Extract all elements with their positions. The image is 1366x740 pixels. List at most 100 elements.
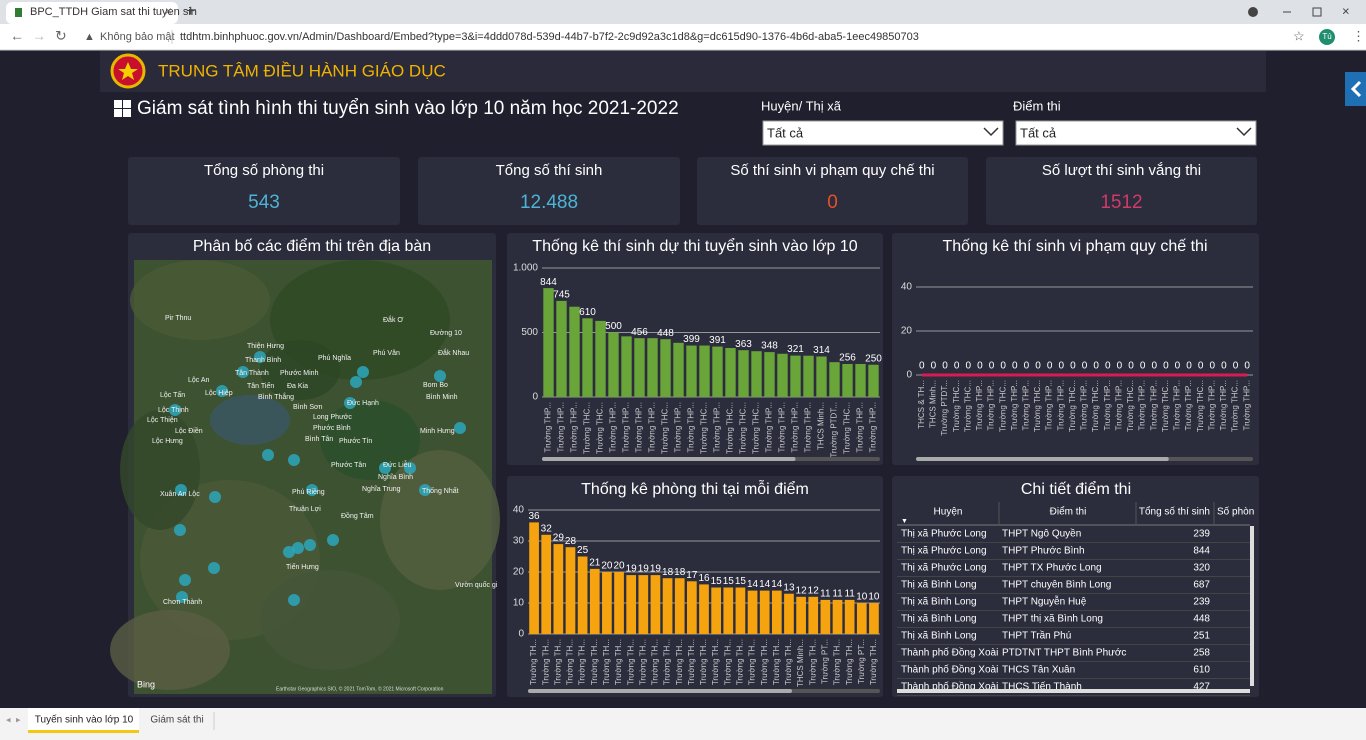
x-tick-label: Trường PTDT... — [940, 380, 949, 436]
tab-prev[interactable]: ◂ — [6, 714, 11, 724]
x-tick-label: Trường THP... — [635, 402, 644, 452]
scroll-thumb[interactable] — [542, 457, 796, 461]
exam-site-dot[interactable] — [404, 462, 416, 474]
column-header[interactable]: Số phòn — [1217, 506, 1254, 518]
x-tick-label: THCS Minh... — [817, 402, 826, 450]
back[interactable]: ← — [10, 28, 24, 44]
exam-site-dot[interactable] — [283, 546, 295, 558]
data-label: 0 — [1244, 361, 1250, 372]
column-header[interactable]: Tổng số thí sinh — [1139, 506, 1210, 518]
panel — [986, 157, 1257, 225]
exam-site-dot[interactable] — [254, 351, 266, 363]
security-label[interactable]: Không bảo mật — [100, 31, 175, 43]
x-tick-label: Trường TH... — [723, 639, 732, 685]
exam-site-dot[interactable] — [216, 385, 228, 397]
exam-site-dot[interactable] — [434, 370, 446, 382]
side-toggle[interactable] — [1345, 72, 1366, 106]
exam-site-dot[interactable] — [237, 366, 249, 378]
exam-site-dot[interactable] — [419, 484, 431, 496]
chart-title: Thống kê thí sinh vi phạm quy chế thi — [942, 238, 1207, 255]
title-icon — [123, 109, 131, 117]
filter-label: Huyện/ Thị xã — [761, 98, 842, 113]
exam-site-dot[interactable] — [327, 534, 339, 546]
reload[interactable]: ↻ — [55, 28, 67, 44]
column-header[interactable]: Huyện — [934, 507, 963, 518]
scroll-thumb[interactable] — [916, 457, 1169, 461]
data-label: 11 — [844, 589, 855, 600]
map-label: Nghĩa Bình — [378, 474, 413, 481]
table-cell: 427 — [1193, 682, 1210, 693]
page-tab[interactable]: Giám sát thi — [150, 715, 203, 726]
x-tick-label: Trường THP... — [674, 402, 683, 452]
map-attribution: Earthstar Geographics SIO, © 2021 TomTom… — [276, 685, 444, 692]
map-area — [130, 260, 270, 340]
data-label: 0 — [1163, 361, 1169, 372]
filter-dropdown[interactable] — [1015, 120, 1257, 146]
exam-site-dot[interactable] — [179, 574, 191, 586]
emblem-star — [118, 62, 138, 80]
page-tab[interactable]: Tuyến sinh vào lớp 10 — [35, 714, 134, 726]
map-label: Phước Tín — [339, 438, 372, 445]
bar — [608, 332, 619, 397]
exam-site-dot[interactable] — [357, 366, 369, 378]
tab-icon — [15, 8, 22, 17]
exam-site-dot[interactable] — [288, 454, 300, 466]
new-tab[interactable]: + — [186, 3, 195, 20]
x-tick-label: Trường TH... — [833, 639, 842, 685]
exam-site-dot[interactable] — [350, 376, 362, 388]
active-page-tab[interactable] — [28, 708, 139, 732]
exam-site-dot[interactable] — [454, 422, 466, 434]
x-tick-label: Trường PT... — [820, 639, 829, 684]
filter-dropdown[interactable] — [762, 120, 1004, 146]
exam-site-dot[interactable] — [169, 404, 181, 416]
map-label: Đức Liễu — [383, 460, 412, 469]
bookmark[interactable]: ☆ — [1293, 28, 1305, 43]
scroll-thumb[interactable] — [528, 689, 792, 693]
exam-site-dot[interactable] — [344, 397, 356, 409]
side-toggle-arrow — [1350, 80, 1362, 98]
x-tick-label: Trường THP... — [804, 402, 813, 452]
x-tick-label: Trường THC... — [843, 402, 852, 454]
exam-site-dot[interactable] — [209, 491, 221, 503]
exam-site-dot[interactable] — [288, 594, 300, 606]
bar — [777, 353, 788, 397]
bar — [711, 587, 721, 634]
restore[interactable] — [1312, 7, 1322, 17]
data-label: 0 — [1012, 361, 1018, 372]
data-label: 0 — [1221, 361, 1227, 372]
close-window[interactable]: × — [1342, 3, 1350, 18]
active-tab[interactable] — [6, 2, 178, 24]
url[interactable]: ttdhtm.binhphuoc.gov.vn/Admin/Dashboard/… — [180, 31, 919, 43]
exam-site-dot[interactable] — [175, 484, 187, 496]
table-cell: 239 — [1193, 597, 1210, 608]
tab-close[interactable]: × — [165, 4, 172, 18]
bar — [660, 339, 671, 397]
map-label: Lộc Thiện — [147, 417, 178, 424]
exam-site-dot[interactable] — [292, 542, 304, 554]
data-label: 11 — [820, 589, 831, 600]
map-label: Đồng Tâm — [341, 511, 374, 520]
exam-site-dot[interactable] — [262, 449, 274, 461]
sort-icon: ▼ — [901, 518, 908, 525]
map-area — [260, 570, 400, 670]
exam-site-dot[interactable] — [174, 524, 186, 536]
map-area — [380, 450, 500, 590]
exam-site-dot[interactable] — [176, 591, 188, 603]
exam-site-dot[interactable] — [304, 539, 316, 551]
avatar[interactable] — [1319, 29, 1335, 45]
table-scrollbar — [897, 689, 1250, 693]
x-tick-label: Trường THP... — [1080, 380, 1089, 430]
menu[interactable]: ⋮ — [1352, 28, 1365, 43]
exam-site-dot[interactable] — [208, 562, 220, 574]
exam-site-dot[interactable] — [306, 484, 318, 496]
column-header[interactable]: Điểm thi — [1050, 506, 1087, 518]
x-tick-label: Trường THC... — [596, 402, 605, 454]
map-area — [210, 395, 290, 445]
profile-menu[interactable] — [1248, 7, 1258, 17]
data-label: 0 — [954, 361, 960, 372]
exam-site-dot[interactable] — [379, 462, 391, 474]
x-tick-label: Trường THC... — [1196, 380, 1205, 432]
forward[interactable]: → — [32, 28, 46, 44]
tab-next[interactable]: ▸ — [16, 714, 21, 724]
x-tick-label: Trường TH... — [529, 639, 538, 685]
